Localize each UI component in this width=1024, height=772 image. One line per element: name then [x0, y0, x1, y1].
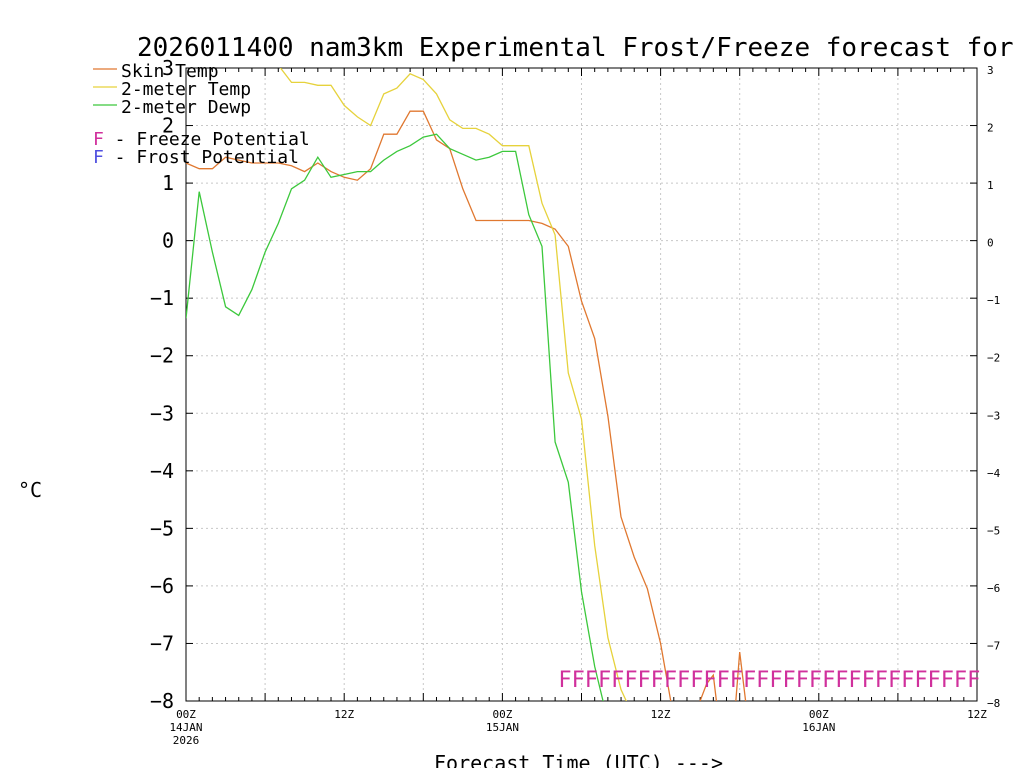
freeze-marker: F — [862, 668, 875, 693]
freeze-marker: F — [875, 668, 888, 693]
freeze-marker: F — [756, 668, 769, 693]
x-tick-label: 12Z — [651, 708, 671, 721]
freeze-marker: F — [624, 668, 637, 693]
x-tick-sublabel: 2026 — [173, 734, 200, 747]
freeze-marker: F — [967, 668, 980, 693]
y-tick-label-right: −3 — [987, 409, 1000, 422]
y-tick-label-right: −4 — [987, 467, 1001, 480]
y-tick-label-left: 2 — [162, 114, 174, 138]
freeze-marker: F — [664, 668, 677, 693]
y-tick-label-left: −5 — [150, 516, 174, 540]
y-tick-label-right: −1 — [987, 294, 1000, 307]
y-tick-label-left: 3 — [162, 56, 174, 80]
y-tick-label-left: 0 — [162, 229, 174, 253]
freeze-marker: F — [888, 668, 901, 693]
series-line-skin-temp — [186, 110, 747, 701]
freeze-marker: F — [611, 668, 624, 693]
freeze-marker: F — [730, 668, 743, 693]
y-tick-label-left: −7 — [150, 631, 174, 655]
y-tick-label-right: 0 — [987, 237, 994, 250]
series-line-2-meter-temp — [279, 68, 627, 701]
freeze-marker: F — [928, 668, 941, 693]
grid-lines — [186, 67, 977, 702]
freeze-marker: F — [835, 668, 848, 693]
y-tick-label-left: −6 — [150, 574, 174, 598]
x-tick-label: 12Z — [334, 708, 354, 721]
freeze-marker: F — [941, 668, 954, 693]
freeze-marker: F — [914, 668, 927, 693]
y-tick-label-left: 1 — [162, 171, 174, 195]
chart-title: 2026011400 nam3km Experimental Frost/Fre… — [137, 33, 1024, 63]
x-tick-sublabel: 15JAN — [486, 721, 519, 734]
freeze-marker: F — [743, 668, 756, 693]
y-tick-label-left: −1 — [150, 286, 174, 310]
y-tick-label-right: −5 — [987, 524, 1000, 537]
freeze-marker: F — [796, 668, 809, 693]
freeze-marker: F — [848, 668, 861, 693]
freeze-marker: F — [783, 668, 796, 693]
freeze-marker: F — [703, 668, 716, 693]
legend-label: F - Frost Potential — [93, 147, 299, 168]
freeze-marker: F — [822, 668, 835, 693]
legend-label: 2-meter Dewp — [121, 97, 251, 118]
freeze-marker: F — [690, 668, 703, 693]
legend-label: 2-meter Temp — [121, 79, 251, 100]
x-tick-sublabel: 14JAN — [169, 721, 202, 734]
y-tick-label-right: −6 — [987, 582, 1000, 595]
y-tick-label-left: −2 — [150, 344, 174, 368]
x-axis-label: Forecast Time (UTC) ---> — [434, 751, 723, 768]
freeze-marker: F — [717, 668, 730, 693]
y-tick-label-right: −8 — [987, 697, 1000, 710]
legend-label: Skin Temp — [121, 61, 219, 82]
series-lines — [186, 68, 747, 701]
y-tick-label-right: 3 — [987, 64, 994, 77]
freeze-marker: F — [585, 668, 598, 693]
y-tick-label-right: 2 — [987, 122, 994, 135]
y-tick-label-left: −8 — [150, 689, 174, 713]
freeze-marker: F — [677, 668, 690, 693]
legend-marker-text: - Freeze Potential — [104, 129, 310, 150]
freeze-marker: F — [572, 668, 585, 693]
freeze-marker: F — [558, 668, 571, 693]
freeze-marker: F — [769, 668, 782, 693]
freeze-marker: F — [901, 668, 914, 693]
legend-label: F - Freeze Potential — [93, 129, 310, 150]
legend-marker-text: - Frost Potential — [104, 147, 299, 168]
y-tick-label-left: −4 — [150, 459, 174, 483]
y-tick-label-right: −2 — [987, 352, 1000, 365]
y-tick-label-left: −3 — [150, 401, 174, 425]
y-tick-label-right: 1 — [987, 179, 994, 192]
x-tick-label: 00Z — [492, 708, 512, 721]
x-tick-sublabel: 16JAN — [802, 721, 835, 734]
y-axis-right-ticks: 3 2 1 0 −1 −2 −3 −4 −5 −6 −7 −8 — [970, 64, 1001, 710]
freeze-marker: F — [954, 668, 967, 693]
freeze-marker: F — [651, 668, 664, 693]
freeze-marker: F — [809, 668, 822, 693]
series-line-2-meter-dewp — [186, 133, 604, 701]
y-axis-label: °C — [18, 478, 42, 502]
freeze-marker: F — [637, 668, 650, 693]
legend-marker-letter: F — [93, 129, 104, 150]
y-axis-left-ticks: 3 2 1 0 −1 −2 −3 −4 −5 −6 −7 −8 — [150, 56, 193, 713]
y-tick-label-right: −7 — [987, 639, 1000, 652]
x-tick-label: 00Z — [809, 708, 829, 721]
legend-marker-letter: F — [93, 147, 104, 168]
freeze-marker: F — [598, 668, 611, 693]
x-tick-label: 12Z — [967, 708, 987, 721]
x-tick-label: 00Z — [176, 708, 196, 721]
